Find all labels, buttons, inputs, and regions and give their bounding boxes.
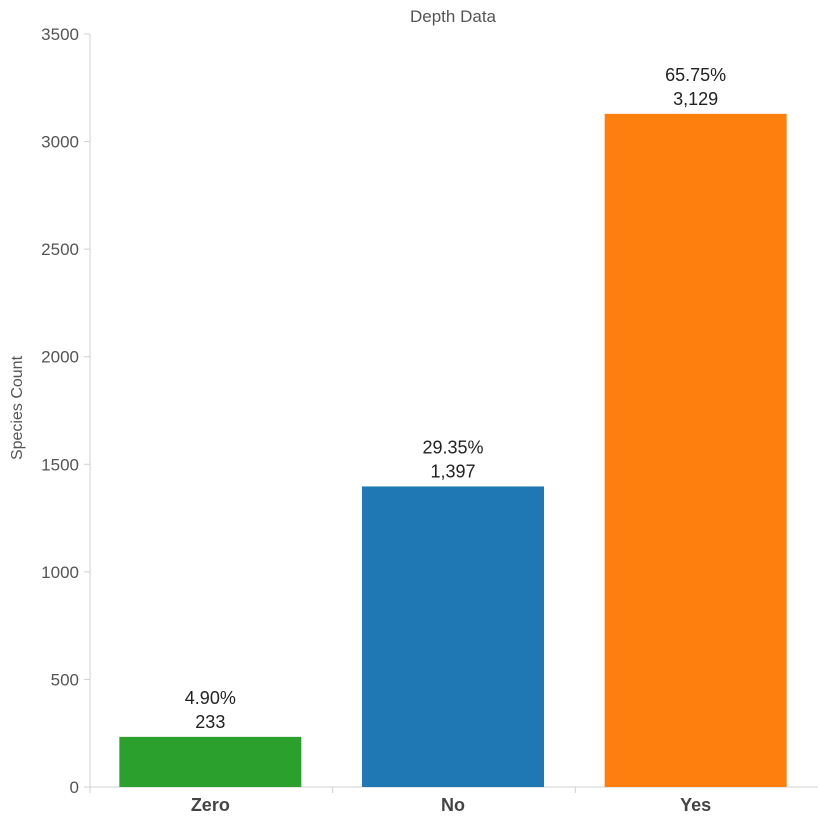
y-tick-label: 3000 [41, 133, 79, 152]
x-tick-label: No [441, 795, 465, 815]
value-label: 1,397 [430, 461, 475, 481]
y-axis-label: Species Count [9, 355, 26, 460]
bar-no [362, 486, 544, 787]
percent-label: 4.90% [185, 688, 236, 708]
bar-zero [119, 736, 302, 787]
y-tick-label: 0 [70, 778, 79, 797]
x-tick-label: Yes [680, 795, 711, 815]
y-tick-label: 2000 [41, 348, 79, 367]
y-tick-label: 1000 [41, 563, 79, 582]
y-axis-ticks: 0 500 1000 1500 2000 2500 3000 3500 [41, 25, 90, 797]
value-label: 3,129 [673, 89, 718, 109]
y-tick-label: 500 [51, 670, 79, 689]
y-tick-label: 2500 [41, 240, 79, 259]
y-tick-label: 3500 [41, 25, 79, 44]
bars [119, 113, 787, 788]
x-tick-label: Zero [191, 795, 230, 815]
value-label: 233 [195, 712, 225, 732]
data-labels: 4.90% 233 29.35% 1,397 65.75% 3,129 [185, 65, 726, 732]
x-axis-ticks: Zero No Yes [89, 787, 711, 815]
bar-yes [604, 113, 787, 788]
y-tick-label: 1500 [41, 455, 79, 474]
percent-label: 29.35% [422, 437, 483, 457]
percent-label: 65.75% [665, 65, 726, 85]
chart-title: Depth Data [410, 7, 497, 26]
